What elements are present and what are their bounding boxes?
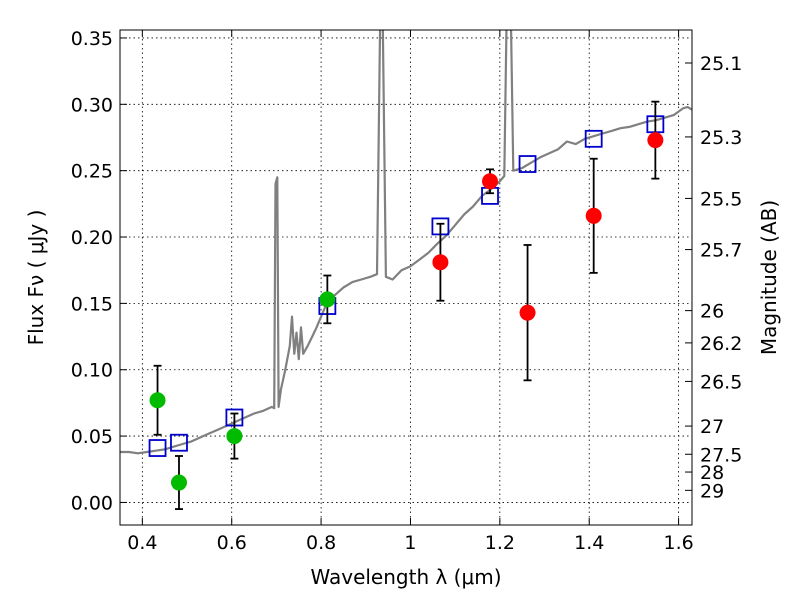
model-square-marker <box>584 129 603 148</box>
spectrum-line <box>120 30 692 455</box>
y-tick-label: 0.35 <box>71 28 113 50</box>
y-axis-label: Flux Fν ( μJy ) <box>24 210 48 346</box>
x-tick-label: 0.4 <box>127 532 157 554</box>
right-tick-label: 25.3 <box>700 127 742 149</box>
model-square-marker <box>148 439 167 457</box>
x-tick-label: 1 <box>404 532 416 554</box>
right-tick-label: 26.2 <box>700 333 742 355</box>
y-tick-label: 0.25 <box>71 161 113 183</box>
tick-layer: 0.4 0.6 0.8 1 1.2 1.4 1.6 0.00 0.05 0.10 0.15 0.20 0… <box>71 28 743 554</box>
photometry-point <box>149 392 166 409</box>
right-tick-label: 25.1 <box>700 53 742 75</box>
y-tick-label: 0.20 <box>71 227 113 249</box>
photometry-point <box>482 173 499 190</box>
model-square-marker <box>170 433 188 452</box>
photometry-point <box>226 428 243 445</box>
plot-frame <box>119 29 693 526</box>
photometry-point <box>170 474 187 491</box>
x-tick-label: 0.8 <box>306 532 336 554</box>
right-axis-label: Magnitude (AB) <box>757 200 781 355</box>
x-tick-label: 1.2 <box>485 532 515 554</box>
y-tick-label: 0.15 <box>71 293 113 315</box>
y-tick-label: 0.30 <box>71 94 113 116</box>
spectrum-layer <box>120 30 692 455</box>
x-tick-label: 0.6 <box>217 532 247 554</box>
photometry-point <box>647 132 664 149</box>
photometry-point <box>585 207 602 224</box>
photometry-point <box>319 291 336 308</box>
x-tick-label: 1.4 <box>574 532 604 554</box>
photometry-point <box>432 254 449 271</box>
right-tick-label: 26.5 <box>700 371 742 393</box>
right-tick-label: 29 <box>700 480 724 502</box>
y-tick-label: 0.05 <box>71 426 113 448</box>
x-axis-label: Wavelength λ (μm) <box>310 565 501 589</box>
y-tick-label: 0.10 <box>71 360 113 382</box>
photometry-point <box>519 304 536 321</box>
right-tick-label: 25.5 <box>700 188 742 210</box>
grid <box>120 30 692 525</box>
right-tick-label: 27 <box>700 416 724 438</box>
right-tick-label: 28 <box>700 462 724 484</box>
marker-layer <box>148 100 665 510</box>
x-tick-label: 1.6 <box>663 532 693 554</box>
right-tick-label: 26 <box>700 301 724 323</box>
right-tick-label: 27.5 <box>700 444 742 466</box>
model-square-marker <box>518 155 537 173</box>
right-tick-label: 25.7 <box>700 240 742 262</box>
y-tick-label: 0.00 <box>71 492 113 514</box>
